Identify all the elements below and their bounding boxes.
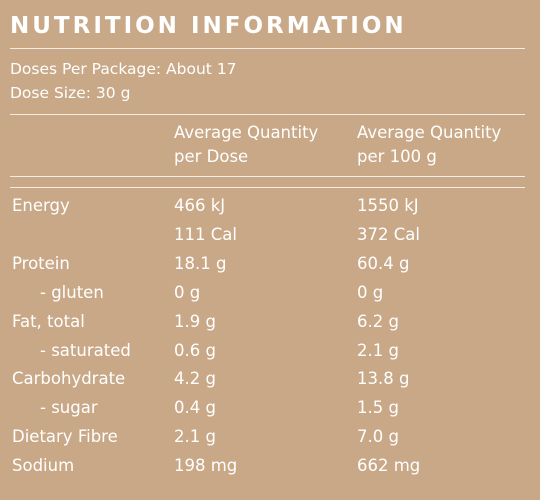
row-label: Fat, total: [12, 312, 85, 331]
per-100g-value: 1.5 g: [357, 398, 399, 417]
column-header-per-100g: Average Quantity per 100 g: [357, 121, 501, 169]
per-dose-value: 0 g: [174, 283, 201, 302]
divider-meta: [10, 114, 525, 115]
row-label: - gluten: [40, 283, 104, 302]
per-100g-value: 60.4 g: [357, 254, 410, 273]
table-row-energy-kj: Energy 466 kJ 1550 kJ: [0, 196, 540, 225]
per-dose-value: 0.6 g: [174, 341, 216, 360]
row-label: Energy: [12, 196, 70, 215]
per-dose-value: 198 mg: [174, 456, 238, 475]
column-header-per-100g-line2: per 100 g: [357, 147, 437, 166]
panel-title: NUTRITION INFORMATION: [10, 13, 407, 39]
table-row-fat-total: Fat, total 1.9 g 6.2 g: [0, 312, 540, 341]
table-row-carbohydrate: Carbohydrate 4.2 g 13.8 g: [0, 369, 540, 398]
divider-top: [10, 48, 525, 49]
row-label: Sodium: [12, 456, 75, 475]
table-row-energy-cal: 111 Cal 372 Cal: [0, 225, 540, 254]
per-dose-value: 4.2 g: [174, 369, 216, 388]
per-100g-value: 0 g: [357, 283, 384, 302]
dose-size: Dose Size: 30 g: [10, 84, 131, 102]
per-100g-value: 1550 kJ: [357, 196, 419, 215]
table-row-saturated: - saturated 0.6 g 2.1 g: [0, 341, 540, 370]
table-row-protein: Protein 18.1 g 60.4 g: [0, 254, 540, 283]
row-label: Dietary Fibre: [12, 427, 118, 446]
per-dose-value: 111 Cal: [174, 225, 237, 244]
doses-per-package: Doses Per Package: About 17: [10, 60, 237, 78]
column-header-per-dose-line1: Average Quantity: [174, 123, 319, 142]
row-label: - sugar: [40, 398, 98, 417]
row-label: Carbohydrate: [12, 369, 126, 388]
column-header-per-dose-line2: per Dose: [174, 147, 249, 166]
per-100g-value: 13.8 g: [357, 369, 410, 388]
per-dose-value: 466 kJ: [174, 196, 226, 215]
table-row-sodium: Sodium 198 mg 662 mg: [0, 456, 540, 485]
row-label: Protein: [12, 254, 70, 273]
column-header-per-dose: Average Quantity per Dose: [174, 121, 318, 169]
per-dose-value: 18.1 g: [174, 254, 227, 273]
column-header-per-100g-line1: Average Quantity: [357, 123, 502, 142]
divider-header-upper: [10, 176, 525, 177]
per-dose-value: 2.1 g: [174, 427, 216, 446]
per-dose-value: 0.4 g: [174, 398, 216, 417]
table-row-gluten: - gluten 0 g 0 g: [0, 283, 540, 312]
divider-header-lower: [10, 187, 525, 188]
per-100g-value: 7.0 g: [357, 427, 399, 446]
per-100g-value: 2.1 g: [357, 341, 399, 360]
table-row-dietary-fibre: Dietary Fibre 2.1 g 7.0 g: [0, 427, 540, 456]
table-row-sugar: - sugar 0.4 g 1.5 g: [0, 398, 540, 427]
per-dose-value: 1.9 g: [174, 312, 216, 331]
per-100g-value: 6.2 g: [357, 312, 399, 331]
per-100g-value: 372 Cal: [357, 225, 420, 244]
per-100g-value: 662 mg: [357, 456, 421, 475]
row-label: - saturated: [40, 341, 131, 360]
